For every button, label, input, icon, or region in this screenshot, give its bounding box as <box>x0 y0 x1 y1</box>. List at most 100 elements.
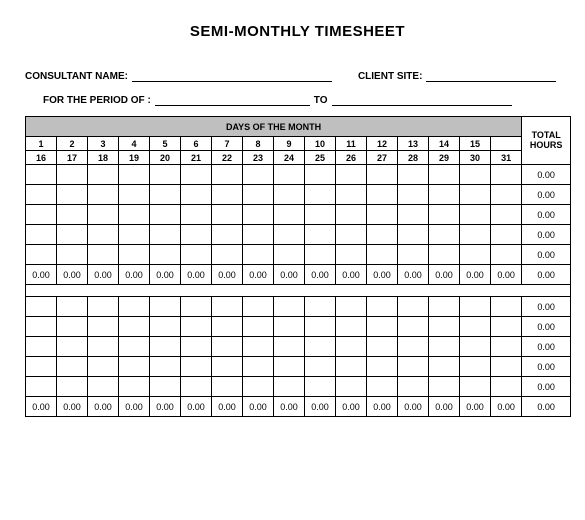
hours-cell[interactable] <box>491 337 522 357</box>
hours-cell[interactable] <box>305 357 336 377</box>
hours-cell[interactable] <box>57 337 88 357</box>
hours-cell[interactable] <box>212 317 243 337</box>
hours-cell[interactable] <box>181 185 212 205</box>
hours-cell[interactable] <box>243 317 274 337</box>
hours-cell[interactable] <box>491 165 522 185</box>
hours-cell[interactable] <box>119 185 150 205</box>
hours-cell[interactable] <box>212 225 243 245</box>
hours-cell[interactable] <box>336 337 367 357</box>
hours-cell[interactable] <box>491 245 522 265</box>
hours-cell[interactable] <box>274 205 305 225</box>
client-site-input[interactable] <box>426 68 556 82</box>
hours-cell[interactable] <box>181 357 212 377</box>
hours-cell[interactable] <box>150 357 181 377</box>
hours-cell[interactable] <box>26 225 57 245</box>
hours-cell[interactable] <box>398 245 429 265</box>
hours-cell[interactable] <box>429 297 460 317</box>
hours-cell[interactable] <box>150 225 181 245</box>
hours-cell[interactable] <box>491 317 522 337</box>
hours-cell[interactable] <box>491 297 522 317</box>
hours-cell[interactable] <box>57 185 88 205</box>
hours-cell[interactable] <box>119 317 150 337</box>
consultant-name-input[interactable] <box>132 68 332 82</box>
hours-cell[interactable] <box>305 185 336 205</box>
hours-cell[interactable] <box>88 245 119 265</box>
hours-cell[interactable] <box>88 225 119 245</box>
hours-cell[interactable] <box>119 225 150 245</box>
hours-cell[interactable] <box>429 225 460 245</box>
hours-cell[interactable] <box>274 245 305 265</box>
hours-cell[interactable] <box>181 225 212 245</box>
hours-cell[interactable] <box>398 225 429 245</box>
hours-cell[interactable] <box>491 225 522 245</box>
hours-cell[interactable] <box>243 337 274 357</box>
hours-cell[interactable] <box>150 297 181 317</box>
hours-cell[interactable] <box>491 205 522 225</box>
hours-cell[interactable] <box>119 337 150 357</box>
hours-cell[interactable] <box>367 297 398 317</box>
hours-cell[interactable] <box>429 337 460 357</box>
hours-cell[interactable] <box>150 185 181 205</box>
hours-cell[interactable] <box>367 337 398 357</box>
hours-cell[interactable] <box>274 165 305 185</box>
hours-cell[interactable] <box>88 165 119 185</box>
hours-cell[interactable] <box>429 165 460 185</box>
hours-cell[interactable] <box>398 205 429 225</box>
hours-cell[interactable] <box>88 297 119 317</box>
hours-cell[interactable] <box>336 185 367 205</box>
hours-cell[interactable] <box>367 185 398 205</box>
hours-cell[interactable] <box>367 357 398 377</box>
hours-cell[interactable] <box>88 337 119 357</box>
hours-cell[interactable] <box>243 225 274 245</box>
hours-cell[interactable] <box>181 245 212 265</box>
hours-cell[interactable] <box>429 357 460 377</box>
hours-cell[interactable] <box>181 337 212 357</box>
hours-cell[interactable] <box>429 205 460 225</box>
hours-cell[interactable] <box>212 205 243 225</box>
hours-cell[interactable] <box>398 165 429 185</box>
hours-cell[interactable] <box>243 357 274 377</box>
hours-cell[interactable] <box>274 297 305 317</box>
hours-cell[interactable] <box>26 377 57 397</box>
hours-cell[interactable] <box>305 317 336 337</box>
hours-cell[interactable] <box>212 377 243 397</box>
hours-cell[interactable] <box>398 317 429 337</box>
hours-cell[interactable] <box>336 297 367 317</box>
period-to-input[interactable] <box>332 92 512 106</box>
hours-cell[interactable] <box>26 357 57 377</box>
hours-cell[interactable] <box>26 205 57 225</box>
hours-cell[interactable] <box>460 165 491 185</box>
hours-cell[interactable] <box>26 185 57 205</box>
hours-cell[interactable] <box>88 317 119 337</box>
hours-cell[interactable] <box>336 205 367 225</box>
hours-cell[interactable] <box>429 317 460 337</box>
hours-cell[interactable] <box>119 297 150 317</box>
hours-cell[interactable] <box>243 185 274 205</box>
hours-cell[interactable] <box>181 377 212 397</box>
hours-cell[interactable] <box>491 377 522 397</box>
hours-cell[interactable] <box>150 245 181 265</box>
hours-cell[interactable] <box>212 337 243 357</box>
hours-cell[interactable] <box>212 185 243 205</box>
hours-cell[interactable] <box>460 225 491 245</box>
hours-cell[interactable] <box>367 317 398 337</box>
hours-cell[interactable] <box>181 165 212 185</box>
hours-cell[interactable] <box>367 225 398 245</box>
hours-cell[interactable] <box>88 205 119 225</box>
hours-cell[interactable] <box>305 225 336 245</box>
hours-cell[interactable] <box>491 357 522 377</box>
hours-cell[interactable] <box>305 377 336 397</box>
hours-cell[interactable] <box>181 317 212 337</box>
hours-cell[interactable] <box>212 165 243 185</box>
hours-cell[interactable] <box>398 185 429 205</box>
hours-cell[interactable] <box>150 165 181 185</box>
hours-cell[interactable] <box>460 317 491 337</box>
hours-cell[interactable] <box>119 377 150 397</box>
hours-cell[interactable] <box>88 185 119 205</box>
hours-cell[interactable] <box>460 337 491 357</box>
hours-cell[interactable] <box>119 245 150 265</box>
hours-cell[interactable] <box>57 357 88 377</box>
hours-cell[interactable] <box>429 185 460 205</box>
hours-cell[interactable] <box>460 377 491 397</box>
hours-cell[interactable] <box>367 205 398 225</box>
